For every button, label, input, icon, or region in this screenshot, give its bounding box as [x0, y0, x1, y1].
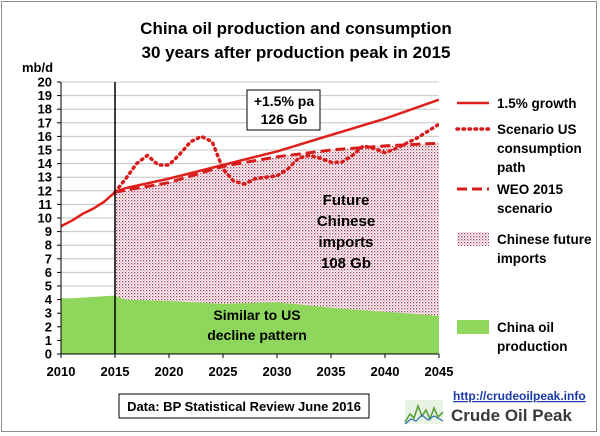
legend-label-weo-1: WEO 2015 [497, 182, 564, 197]
series-line-growth [61, 98, 439, 228]
y-tick-label: 7 [45, 251, 52, 266]
y-tick-label: 10 [38, 211, 52, 226]
legend-swatch-imports [457, 232, 489, 246]
source-note: Data: BP Statistical Review June 2016 [127, 399, 361, 414]
growth-annotation-line-1: +1.5% pa [254, 93, 315, 109]
y-tick-label: 2 [45, 319, 52, 334]
y-tick-label: 4 [45, 292, 53, 307]
legend-label-growth: 1.5% growth [497, 96, 577, 111]
x-tick-label: 2045 [425, 364, 454, 379]
x-tick-labels: 2010 2015 2020 2025 2030 2035 2040 2045 [47, 364, 454, 379]
imports-annotation-line-1: Future [323, 192, 370, 209]
lines-layer [61, 98, 439, 228]
brand-url-link[interactable]: http://crudeoilpeak.info [453, 389, 586, 403]
y-tick-label: 17 [38, 115, 52, 130]
legend-label-weo-2: scenario [497, 201, 553, 216]
decline-annotation-line-2: decline pattern [207, 327, 307, 343]
imports-annotation-line-2: Chinese [317, 213, 375, 230]
y-tick-label: 13 [38, 170, 52, 185]
series-line-us-consumption-path [113, 122, 439, 194]
series-area-china-oil-production [61, 295, 439, 354]
legend: 1.5% growth Scenario US consumption path… [455, 96, 592, 354]
y-axis-label: mb/d [22, 60, 53, 75]
y-tick-label: 19 [38, 88, 52, 103]
y-tick-label: 5 [45, 279, 52, 294]
x-tick-label: 2030 [263, 364, 292, 379]
chart-title: China oil production and consumption [140, 19, 452, 38]
imports-annotation: Future Chinese imports 108 Gb [317, 192, 375, 272]
x-tick-label: 2040 [371, 364, 400, 379]
y-tick-label: 12 [38, 183, 52, 198]
series-line-weo-2015 [114, 141, 439, 194]
legend-label-production-1: China oil [497, 320, 554, 335]
y-tick-label: 14 [38, 156, 53, 171]
legend-label-us-path-1: Scenario US [497, 122, 577, 137]
chart: China oil production and consumption 30 … [22, 19, 592, 425]
x-tick-label: 2015 [101, 364, 130, 379]
x-tick-label: 2025 [209, 364, 238, 379]
y-tick-label: 11 [38, 197, 52, 212]
growth-annotation-box [246, 89, 321, 131]
legend-swatch-production [457, 320, 489, 334]
legend-label-us-path-3: path [497, 160, 526, 175]
x-tick-label: 2020 [155, 364, 184, 379]
legend-label-production-2: production [497, 339, 568, 354]
decline-annotation-line-1: Similar to US [213, 307, 300, 323]
chart-subtitle: 30 years after production peak in 2015 [142, 43, 451, 62]
x-tick-label: 2010 [47, 364, 76, 379]
source-box [118, 393, 370, 419]
brand-logo-icon [404, 400, 444, 425]
y-tick-label: 0 [45, 347, 52, 362]
brand-name: Crude Oil Peak [451, 406, 572, 425]
y-tick-label: 6 [45, 265, 52, 280]
y-tick-label: 15 [38, 143, 52, 158]
y-tick-label: 20 [38, 75, 52, 90]
legend-label-imports-1: Chinese future [497, 232, 592, 247]
axes [57, 81, 440, 358]
y-tick-label: 16 [38, 129, 52, 144]
x-tick-label: 2035 [317, 364, 346, 379]
y-tick-label: 9 [45, 224, 52, 239]
growth-annotation-line-2: 126 Gb [261, 111, 308, 127]
y-tick-label: 18 [38, 102, 52, 117]
series-area-chinese-future-imports [115, 143, 439, 316]
imports-annotation-line-4: 108 Gb [321, 255, 371, 272]
areas-layer [61, 143, 439, 354]
legend-label-us-path-2: consumption [497, 141, 582, 156]
y-tick-label: 8 [45, 238, 52, 253]
y-tick-label: 3 [45, 306, 52, 321]
legend-label-imports-2: imports [497, 251, 547, 266]
imports-annotation-line-3: imports [318, 234, 373, 251]
y-tick-label: 1 [45, 333, 52, 348]
